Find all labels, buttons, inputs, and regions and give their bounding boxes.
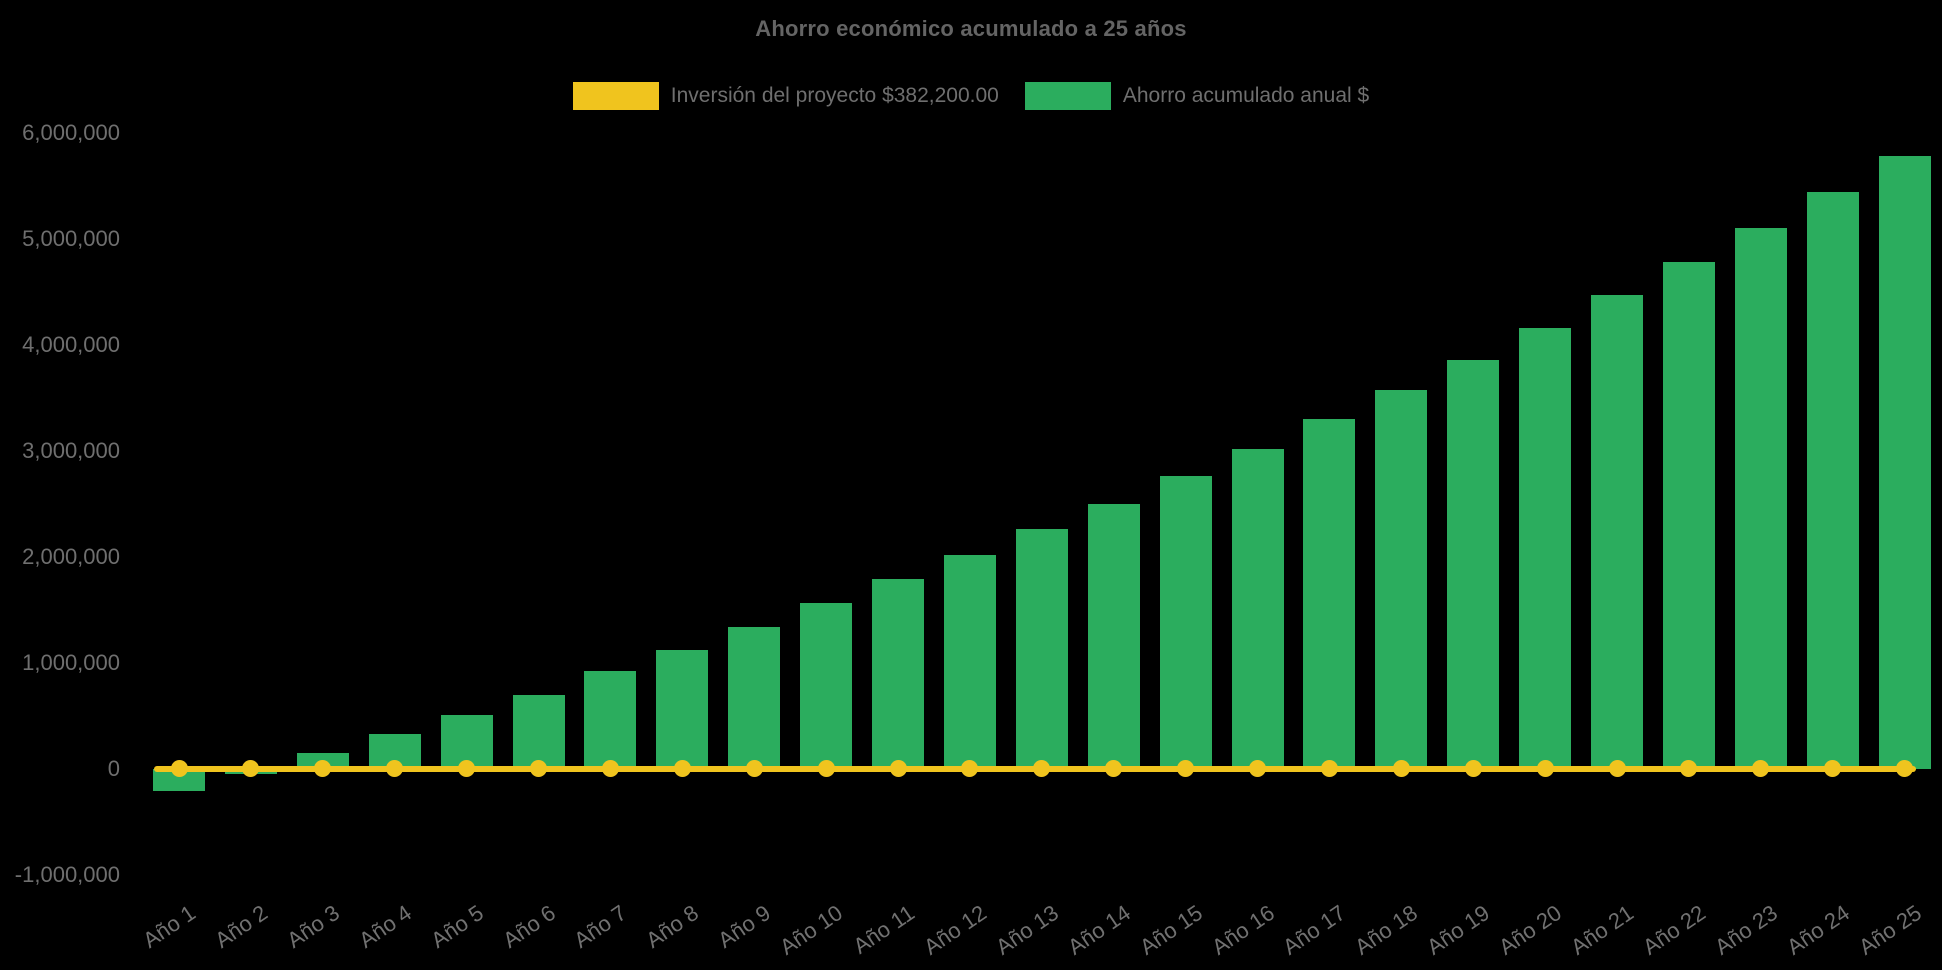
y-axis-tick-4: 2,000,000 [22, 544, 120, 569]
bar-year-6[interactable] [512, 694, 565, 769]
x-axis-label-year-23: Año 23 [1709, 900, 1782, 960]
x-axis-label-year-1: Año 1 [138, 900, 200, 953]
x-axis-label-year-24: Año 24 [1781, 900, 1854, 960]
bar-year-21[interactable] [1591, 295, 1643, 769]
investment-line-marker-22[interactable] [1680, 760, 1698, 777]
investment-line-marker-4[interactable] [386, 760, 404, 777]
chart-title: Ahorro económico acumulado a 25 años [755, 16, 1187, 41]
x-axis-label-year-13: Año 13 [990, 900, 1063, 960]
bar-year-19[interactable] [1447, 359, 1500, 769]
bar-year-1[interactable] [153, 769, 205, 792]
x-axis-label-year-3: Año 3 [282, 900, 344, 953]
investment-line-marker-1[interactable] [170, 760, 188, 777]
x-axis-label-year-5: Año 5 [425, 900, 488, 953]
x-axis-label-year-17: Año 17 [1278, 900, 1351, 960]
legend-item-investment[interactable]: Inversión del proyecto $382,200.00 [572, 82, 999, 110]
legend-swatch-savings-icon [1024, 82, 1111, 110]
investment-line-marker-19[interactable] [1464, 760, 1482, 777]
bar-year-12[interactable] [943, 554, 996, 769]
chart-legend: Inversión del proyecto $382,200.00 Ahorr… [0, 82, 1942, 110]
investment-line-marker-20[interactable] [1536, 760, 1554, 777]
investment-line-marker-9[interactable] [745, 760, 763, 777]
x-axis-label-year-20: Año 20 [1494, 900, 1567, 960]
investment-line-marker-18[interactable] [1392, 760, 1410, 777]
x-axis-label-year-4: Año 4 [354, 900, 416, 953]
investment-line-marker-16[interactable] [1249, 760, 1266, 777]
y-axis-tick-5: 1,000,000 [22, 650, 120, 675]
investment-line-marker-13[interactable] [1033, 760, 1051, 777]
y-axis-tick-7: -1,000,000 [14, 862, 120, 887]
bar-year-8[interactable] [656, 649, 709, 769]
bar-year-10[interactable] [800, 603, 853, 769]
y-axis-tick-3: 3,000,000 [22, 438, 120, 463]
bar-year-16[interactable] [1231, 448, 1284, 769]
x-axis-label-year-14: Año 14 [1062, 900, 1135, 960]
x-axis-label-year-15: Año 15 [1134, 900, 1207, 960]
investment-line-marker-23[interactable] [1752, 760, 1770, 777]
x-axis-label-year-16: Año 16 [1206, 900, 1279, 960]
legend-label-savings: Ahorro acumulado anual $ [1122, 84, 1370, 107]
bar-year-18[interactable] [1375, 389, 1428, 769]
investment-line-marker-8[interactable] [673, 760, 691, 777]
legend-swatch-investment-icon [572, 82, 659, 110]
legend-label-investment: Inversión del proyecto $382,200.00 [670, 84, 999, 107]
investment-line-marker-15[interactable] [1177, 760, 1195, 777]
x-axis-label-year-19: Año 19 [1422, 900, 1495, 960]
x-axis-label-year-22: Año 22 [1638, 900, 1710, 960]
investment-line-marker-14[interactable] [1105, 760, 1123, 777]
x-axis-label-year-7: Año 7 [569, 900, 632, 953]
x-axis-label-year-21: Año 21 [1566, 900, 1638, 960]
bar-year-25[interactable] [1878, 156, 1931, 769]
investment-line-marker-17[interactable] [1320, 760, 1338, 777]
x-axis-label-year-12: Año 12 [919, 900, 991, 960]
legend-item-savings[interactable]: Ahorro acumulado anual $ [1024, 82, 1370, 110]
y-axis-tick-1: 5,000,000 [22, 226, 120, 251]
bar-year-13[interactable] [1015, 529, 1068, 769]
x-axis-label-year-18: Año 18 [1350, 900, 1423, 960]
bar-year-7[interactable] [584, 671, 637, 769]
investment-line-marker-3[interactable] [314, 760, 332, 777]
x-axis-label-year-9: Año 9 [713, 900, 776, 953]
x-axis-label-year-11: Año 11 [848, 900, 919, 959]
bar-year-9[interactable] [728, 626, 781, 769]
x-axis-label-year-25: Año 25 [1853, 900, 1926, 960]
investment-line-marker-25[interactable] [1896, 760, 1914, 777]
investment-line-marker-11[interactable] [889, 760, 907, 777]
investment-line-marker-6[interactable] [530, 760, 547, 777]
bar-year-15[interactable] [1159, 476, 1212, 769]
investment-line-marker-12[interactable] [961, 760, 979, 777]
y-axis-tick-0: 6,000,000 [22, 120, 120, 145]
bar-year-17[interactable] [1303, 419, 1356, 769]
investment-line-marker-5[interactable] [458, 760, 476, 777]
bar-year-11[interactable] [872, 579, 924, 769]
bar-year-5[interactable] [440, 714, 493, 769]
x-axis-label-year-6: Año 6 [497, 900, 560, 953]
x-axis-label-year-8: Año 8 [641, 900, 704, 953]
y-axis-tick-6: 0 [107, 756, 120, 781]
bar-year-23[interactable] [1734, 228, 1787, 769]
bar-year-24[interactable] [1806, 192, 1859, 769]
y-axis-tick-2: 4,000,000 [22, 332, 120, 357]
x-axis-label-year-2: Año 2 [210, 900, 272, 953]
investment-line-marker-2[interactable] [242, 760, 260, 777]
bar-year-20[interactable] [1519, 328, 1572, 769]
bar-year-22[interactable] [1662, 262, 1715, 769]
x-axis-label-year-10: Año 10 [775, 900, 848, 960]
investment-line-marker-7[interactable] [601, 760, 619, 777]
investment-line-marker-24[interactable] [1824, 760, 1842, 777]
investment-line-marker-21[interactable] [1608, 760, 1626, 777]
bar-year-14[interactable] [1087, 504, 1140, 769]
investment-line-marker-10[interactable] [817, 760, 835, 777]
